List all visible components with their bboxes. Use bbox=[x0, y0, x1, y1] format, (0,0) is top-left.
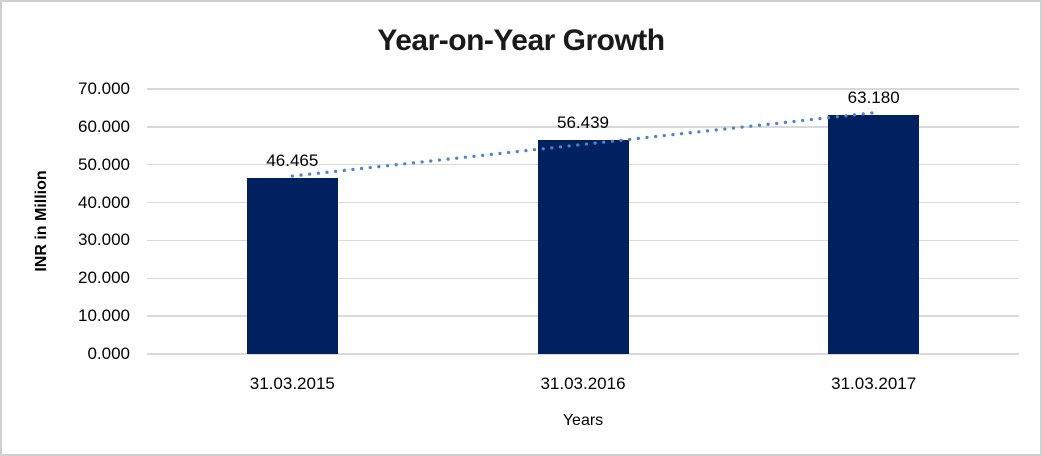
y-axis-tick-label: 20.000 bbox=[78, 268, 130, 288]
x-axis-title: Years bbox=[562, 412, 604, 429]
bar bbox=[246, 178, 338, 354]
gridline bbox=[147, 88, 1019, 90]
y-axis-tick-label: 60.000 bbox=[78, 116, 130, 136]
data-label: 46.465 bbox=[266, 151, 319, 171]
y-axis-title: INR in Million bbox=[33, 170, 50, 272]
y-axis-tick-label: 50.000 bbox=[78, 154, 130, 174]
x-axis-tick-label: 31.03.2016 bbox=[540, 374, 626, 393]
chart-title: Year-on-Year Growth bbox=[377, 24, 665, 57]
bar bbox=[537, 140, 629, 354]
y-axis-tick-label: 30.000 bbox=[78, 230, 130, 250]
data-label: 56.439 bbox=[557, 113, 609, 133]
gridline bbox=[147, 126, 1019, 128]
data-label: 63.180 bbox=[847, 87, 900, 107]
y-axis-tick-label: 70.000 bbox=[78, 79, 130, 98]
y-axis-tick-label: 10.000 bbox=[78, 306, 130, 326]
plot-area: 46.465 56.439 63.180 bbox=[147, 87, 1019, 355]
y-axis-tick-label: 40.000 bbox=[78, 192, 130, 212]
gridline bbox=[147, 353, 1019, 355]
bar bbox=[828, 114, 920, 354]
trendline bbox=[290, 111, 876, 178]
x-axis-tick-label: 31.03.2015 bbox=[249, 374, 335, 393]
y-axis-tick-label: 0.000 bbox=[87, 344, 130, 363]
x-axis-tick-label: 31.03.2017 bbox=[831, 374, 917, 393]
